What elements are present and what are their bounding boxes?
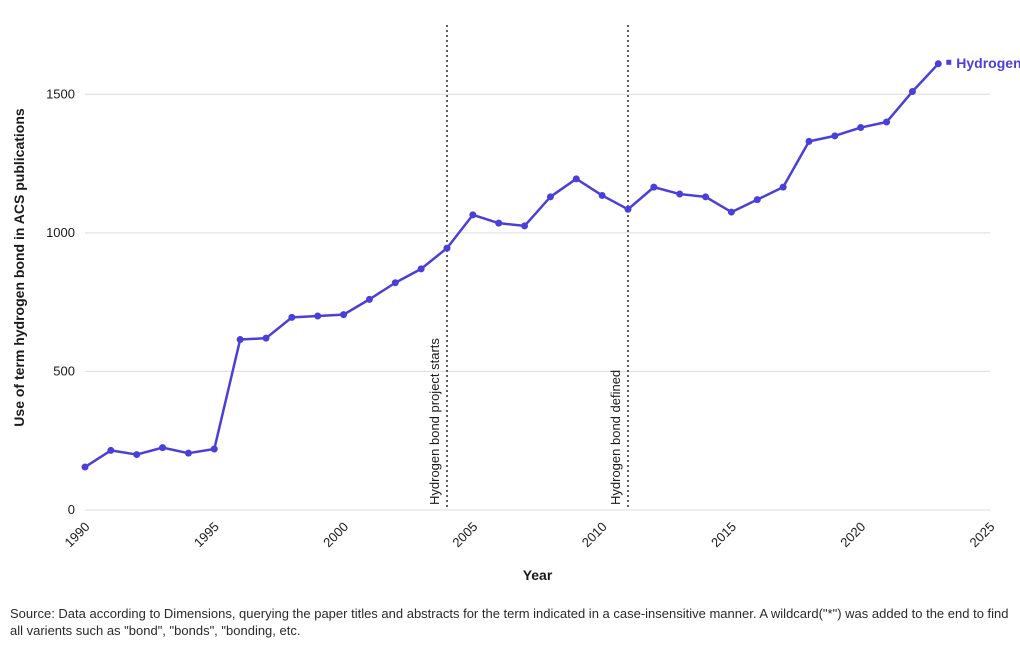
svg-text:Use of term hydrogen bond in A: Use of term hydrogen bond in ACS publica… [11,108,27,427]
svg-text:Hydrogen bond project starts: Hydrogen bond project starts [427,338,442,505]
svg-text:0: 0 [68,502,75,517]
svg-text:Hydrogen bond defined: Hydrogen bond defined [608,370,623,505]
svg-text:1000: 1000 [46,225,75,240]
line-chart: 0500100015001990199520002005201020152020… [0,0,1020,650]
svg-text:Hydrogen bond*: Hydrogen bond* [956,55,1020,71]
figure-container: 0500100015001990199520002005201020152020… [0,0,1020,650]
svg-text:Year: Year [523,567,553,583]
svg-text:500: 500 [53,363,75,378]
source-caption: Source: Data according to Dimensions, qu… [10,605,1010,640]
svg-text:1500: 1500 [46,86,75,101]
